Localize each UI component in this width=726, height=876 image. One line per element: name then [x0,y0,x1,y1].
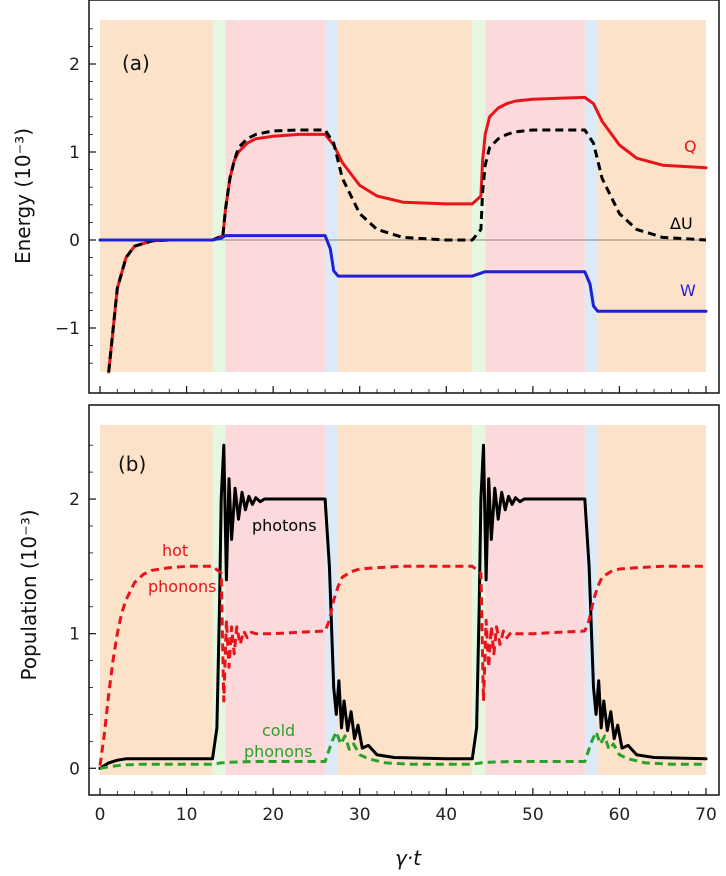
panel-b-label: (b) [118,452,146,476]
annotation-cold-phonons: phonons [244,742,313,761]
x-tick-label: 70 [695,805,717,825]
annotation-cold: cold [262,721,295,740]
x-tick-label: 40 [435,805,457,825]
panel-a-ylabel: Energy (10⁻³) [11,128,35,264]
stage-band [485,425,585,775]
annotation-delta-u: ΔU [670,214,693,233]
y-tick-label: 1 [69,143,80,163]
panel-a-label: (a) [122,51,150,75]
series-w-line [98,234,708,313]
stage-band [338,425,473,775]
stage-band [325,20,339,372]
panel-b-series [98,443,708,770]
series-hot-phonons-line [98,564,706,766]
annotation-w: W [680,281,696,300]
y-tick-label: 0 [69,231,80,251]
x-tick-label: 0 [95,805,106,825]
stage-band [597,20,706,372]
stage-band [584,20,598,372]
y-tick-label: 1 [69,625,80,645]
stage-band [212,20,226,372]
y-tick-label: 0 [69,759,80,779]
y-tick-label: 2 [69,490,80,510]
annotation-hot-phonons: phonons [148,577,217,596]
x-tick-label: 20 [262,805,284,825]
stage-band [485,20,585,372]
x-tick-label: 50 [522,805,544,825]
panel-a: −1 0 1 2 (a) Q ΔU W Energy (10⁻³) [11,0,720,394]
series-cold-phonons-line [99,730,706,770]
x-axis-label: γ·t [395,846,422,870]
stage-band [338,20,473,372]
annotation-q: Q [684,137,697,156]
x-tick-label: 30 [349,805,371,825]
panel-a-ticks: −1 0 1 2 [55,28,707,393]
stage-band [100,425,213,775]
stage-band [597,425,706,775]
x-tick-label: 10 [176,805,198,825]
y-tick-label: 2 [69,55,80,75]
x-tick-label: 60 [609,805,631,825]
y-tick-label: −1 [55,319,80,339]
stage-band [225,425,326,775]
panel-b-ylabel: Population (10⁻³) [17,509,41,680]
stage-band [225,20,326,372]
annotation-photons: photons [252,516,317,535]
stage-band [100,20,213,372]
series-photons-line [98,443,708,770]
panel-a-series [98,95,708,374]
panel-b-stage-backgrounds [100,425,706,775]
annotation-hot: hot [162,541,188,560]
panel-a-stage-backgrounds [100,20,706,372]
